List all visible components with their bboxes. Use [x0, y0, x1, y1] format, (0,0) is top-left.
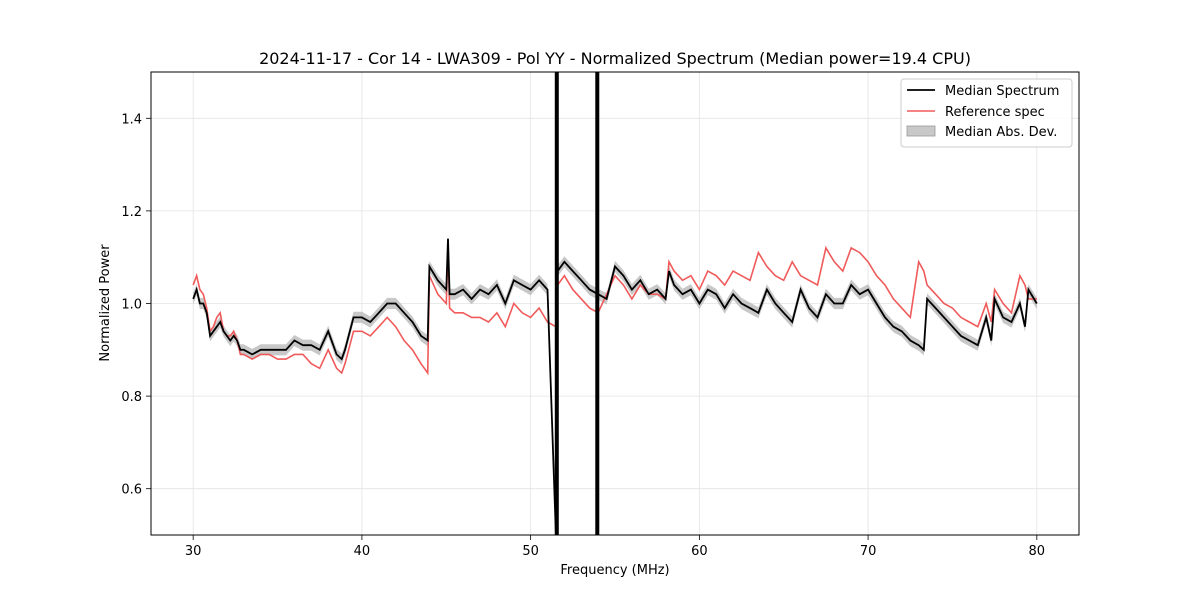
- x-tick-label: 40: [354, 544, 371, 559]
- spikes: [554, 72, 600, 535]
- y-ticks: 0.6 0.8 1.0 1.2 1.4: [121, 112, 151, 498]
- x-axis-label: Frequency (MHz): [560, 563, 669, 578]
- y-tick-label: 1.4: [121, 112, 142, 127]
- legend-median-label: Median Spectrum: [945, 84, 1059, 99]
- x-tick-label: 30: [185, 544, 202, 559]
- y-axis-label: Normalized Power: [98, 244, 113, 362]
- mad-band: [193, 233, 1037, 535]
- x-ticks: 30 40 50 60 70 80: [185, 535, 1045, 559]
- chart-title: 2024-11-17 - Cor 14 - LWA309 - Pol YY - …: [259, 49, 971, 68]
- legend-box: [900, 78, 1073, 148]
- y-tick-label: 0.8: [121, 390, 142, 405]
- legend: Median Spectrum Reference spec Median Ab…: [900, 78, 1073, 148]
- y-tick-label: 0.6: [121, 483, 142, 498]
- x-tick-label: 60: [691, 544, 708, 559]
- legend-mad-swatch: [906, 125, 936, 137]
- legend-mad-label: Median Abs. Dev.: [945, 125, 1057, 140]
- y-tick-label: 1.0: [121, 298, 142, 313]
- y-tick-label: 1.2: [121, 205, 142, 220]
- x-tick-label: 80: [1029, 544, 1046, 559]
- median-spike: [595, 72, 600, 535]
- median-spectrum-line: [192, 238, 1038, 535]
- reference-spectrum-line: [192, 245, 1037, 376]
- x-tick-label: 70: [860, 544, 877, 559]
- legend-reference-label: Reference spec: [945, 105, 1045, 120]
- median-spike: [554, 72, 559, 535]
- x-tick-label: 50: [522, 544, 539, 559]
